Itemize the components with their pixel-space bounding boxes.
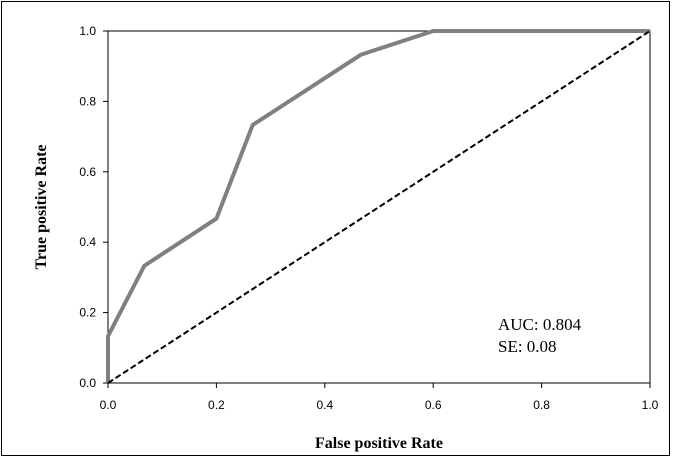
x-tick-label: 0.8	[533, 398, 550, 412]
auc-annotation: AUC: 0.804	[498, 315, 582, 334]
plot-area	[107, 30, 651, 384]
y-tick-label: 1.0	[79, 24, 96, 38]
x-tick-label: 0.4	[316, 398, 333, 412]
y-tick-label: 0.6	[79, 165, 96, 179]
x-axis-title: False positive Rate	[315, 435, 443, 452]
se-annotation: SE: 0.08	[498, 337, 557, 356]
x-tick-label: 1.0	[642, 398, 659, 412]
y-tick-label: 0.2	[79, 306, 96, 320]
x-tick-label: 0.0	[100, 398, 117, 412]
y-axis-title: True positive Rate	[33, 144, 50, 269]
y-tick-label: 0.4	[79, 235, 96, 249]
y-tick-label: 0.0	[79, 376, 96, 390]
x-tick-label: 0.2	[208, 398, 225, 412]
x-tick-label: 0.6	[425, 398, 442, 412]
y-tick-label: 0.8	[79, 94, 96, 108]
roc-curve	[106, 29, 650, 383]
